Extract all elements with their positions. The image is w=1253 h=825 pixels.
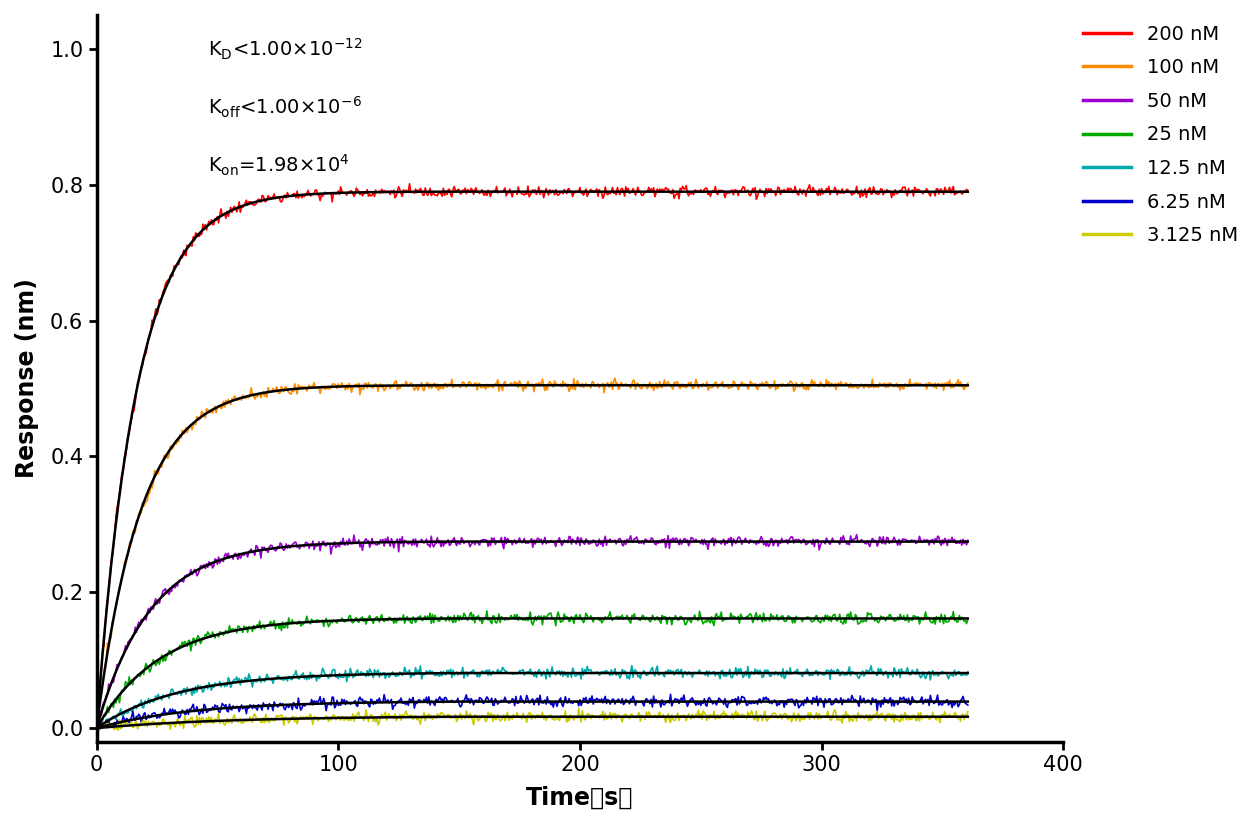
Y-axis label: Response (nm): Response (nm)	[15, 278, 39, 478]
Text: K$_\mathrm{D}$<1.00×10$^{-12}$: K$_\mathrm{D}$<1.00×10$^{-12}$	[208, 37, 362, 62]
Legend: 200 nM, 100 nM, 50 nM, 25 nM, 12.5 nM, 6.25 nM, 3.125 nM: 200 nM, 100 nM, 50 nM, 25 nM, 12.5 nM, 6…	[1083, 25, 1238, 245]
X-axis label: Time（s）: Time（s）	[526, 786, 634, 810]
Text: K$_\mathrm{off}$<1.00×10$^{-6}$: K$_\mathrm{off}$<1.00×10$^{-6}$	[208, 95, 362, 120]
Text: K$_\mathrm{on}$=1.98×10$^4$: K$_\mathrm{on}$=1.98×10$^4$	[208, 153, 350, 178]
